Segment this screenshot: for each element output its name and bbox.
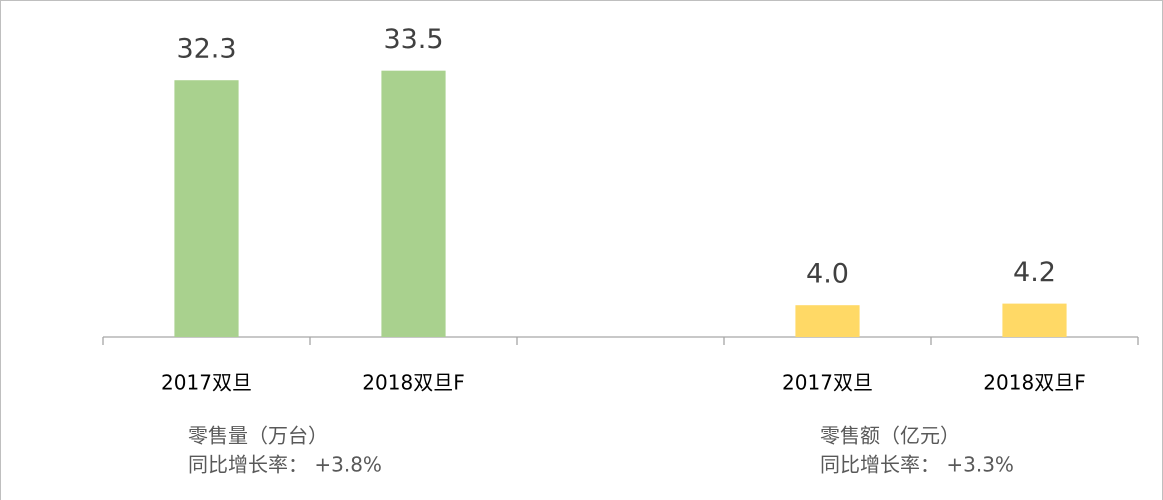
bar: [795, 305, 860, 337]
x-tick-label: 2018双旦F: [983, 371, 1085, 395]
x-tick-label: 2017双旦: [782, 371, 873, 395]
bar: [174, 80, 239, 337]
value-label: 4.2: [1013, 257, 1056, 288]
bar: [1002, 303, 1067, 337]
value-label: 4.0: [806, 259, 849, 290]
annotation: 零售额（亿元）: [820, 424, 960, 448]
value-label: 33.5: [383, 24, 443, 55]
annotation: 同比增长率： +3.3%: [820, 453, 1014, 477]
annotation: 同比增长率： +3.8%: [188, 453, 382, 477]
x-tick-label: 2018双旦F: [362, 371, 464, 395]
x-tick-label: 2017双旦: [161, 371, 252, 395]
bar: [381, 70, 446, 338]
value-label: 32.3: [176, 34, 236, 65]
annotation: 零售量（万台）: [188, 424, 328, 448]
